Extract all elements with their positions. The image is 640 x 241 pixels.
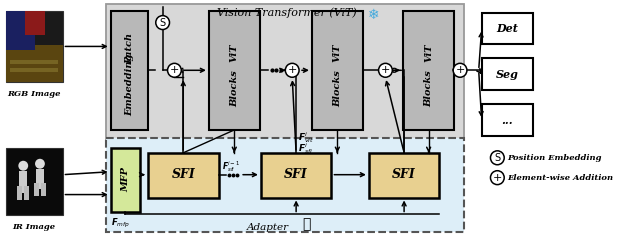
Bar bbox=[24, 186, 29, 200]
Bar bbox=[10, 60, 58, 64]
Text: Element-wise Addition: Element-wise Addition bbox=[507, 174, 613, 182]
Circle shape bbox=[168, 63, 181, 77]
Circle shape bbox=[379, 63, 392, 77]
Bar bbox=[482, 13, 532, 44]
Text: +: + bbox=[170, 65, 179, 75]
Text: SFI: SFI bbox=[284, 168, 308, 181]
Bar bbox=[25, 11, 45, 35]
Text: SFI: SFI bbox=[392, 168, 416, 181]
Text: Adapter: Adapter bbox=[246, 223, 289, 232]
Circle shape bbox=[19, 161, 28, 171]
Bar bbox=[312, 11, 363, 130]
Bar bbox=[482, 104, 532, 136]
Text: RGB Image: RGB Image bbox=[7, 90, 61, 98]
Bar bbox=[6, 46, 63, 82]
Bar bbox=[6, 148, 63, 215]
Text: $\boldsymbol{F}^{i-1}_{sfi}$: $\boldsymbol{F}^{i-1}_{sfi}$ bbox=[221, 159, 240, 174]
Text: MFP: MFP bbox=[121, 167, 130, 192]
Text: $\boldsymbol{F}_{mfp}$: $\boldsymbol{F}_{mfp}$ bbox=[111, 216, 130, 229]
Text: Position Embedding: Position Embedding bbox=[507, 154, 602, 162]
Text: $\boldsymbol{F}^i_{sfi}$: $\boldsymbol{F}^i_{sfi}$ bbox=[298, 141, 314, 156]
Bar bbox=[36, 169, 44, 189]
Text: Blocks: Blocks bbox=[230, 70, 239, 107]
Text: SFI: SFI bbox=[172, 168, 195, 181]
Text: Det: Det bbox=[496, 23, 518, 34]
Bar bbox=[106, 4, 464, 140]
Circle shape bbox=[156, 16, 170, 30]
Circle shape bbox=[453, 63, 467, 77]
Text: +: + bbox=[493, 173, 502, 183]
Text: 🔥: 🔥 bbox=[303, 217, 311, 231]
Text: Patch: Patch bbox=[125, 33, 134, 64]
Bar bbox=[260, 153, 332, 198]
Text: Embedding: Embedding bbox=[125, 54, 134, 116]
Text: +: + bbox=[381, 65, 390, 75]
Text: Seg: Seg bbox=[496, 69, 518, 80]
Circle shape bbox=[35, 159, 45, 169]
Circle shape bbox=[490, 151, 504, 165]
Bar bbox=[41, 183, 46, 195]
Bar bbox=[111, 148, 140, 213]
Text: ViT: ViT bbox=[424, 43, 433, 62]
Text: ViT: ViT bbox=[333, 43, 342, 62]
Bar bbox=[10, 68, 58, 72]
Bar bbox=[111, 11, 148, 130]
Bar bbox=[106, 138, 464, 232]
Text: Vision Transformer (ViT): Vision Transformer (ViT) bbox=[218, 8, 357, 18]
Circle shape bbox=[285, 63, 299, 77]
Bar bbox=[369, 153, 440, 198]
Text: ❄: ❄ bbox=[368, 8, 380, 22]
Text: +: + bbox=[455, 65, 465, 75]
Text: Blocks: Blocks bbox=[333, 70, 342, 107]
Bar bbox=[148, 153, 219, 198]
Text: ...: ... bbox=[501, 114, 513, 126]
Bar bbox=[6, 11, 63, 82]
Bar bbox=[209, 11, 260, 130]
Text: +: + bbox=[287, 65, 297, 75]
Bar bbox=[403, 11, 454, 130]
Text: IR Image: IR Image bbox=[13, 223, 56, 231]
Text: S: S bbox=[159, 18, 166, 27]
Text: Blocks: Blocks bbox=[424, 70, 433, 107]
Text: S: S bbox=[494, 153, 500, 163]
Circle shape bbox=[490, 171, 504, 185]
Text: ViT: ViT bbox=[230, 43, 239, 62]
Bar bbox=[6, 11, 35, 50]
Bar bbox=[34, 183, 39, 195]
Bar bbox=[17, 186, 22, 200]
Bar bbox=[482, 58, 532, 90]
Bar bbox=[19, 171, 27, 193]
Text: $\boldsymbol{F}^i_{vit}$: $\boldsymbol{F}^i_{vit}$ bbox=[298, 130, 314, 145]
